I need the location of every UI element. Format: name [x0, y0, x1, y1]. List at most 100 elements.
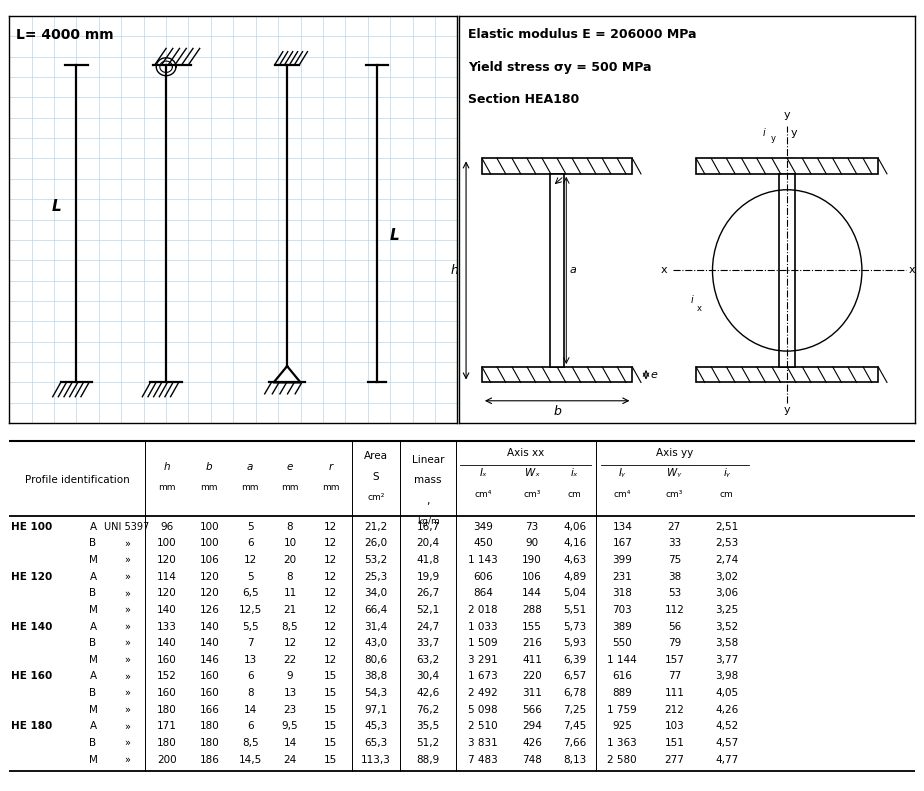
Text: 15: 15 [324, 672, 337, 681]
Text: 12: 12 [324, 622, 337, 631]
Text: 2 580: 2 580 [607, 755, 637, 765]
Text: e: e [286, 461, 293, 471]
Text: 3,06: 3,06 [715, 589, 738, 598]
Text: Wₓ: Wₓ [525, 468, 540, 479]
Text: 4,57: 4,57 [715, 738, 738, 748]
Text: 26,7: 26,7 [417, 589, 440, 598]
Text: 97,1: 97,1 [364, 705, 387, 715]
Text: »: » [124, 738, 130, 748]
Text: 6,39: 6,39 [563, 655, 587, 664]
Text: »: » [124, 539, 130, 548]
Text: i: i [690, 295, 693, 305]
Text: 7 483: 7 483 [468, 755, 498, 765]
Text: S: S [372, 472, 379, 482]
Text: 120: 120 [157, 555, 176, 565]
Text: 66,4: 66,4 [364, 605, 387, 615]
Text: 566: 566 [522, 705, 542, 715]
Text: 88,9: 88,9 [417, 755, 440, 765]
Text: »: » [124, 622, 130, 631]
Text: 14,5: 14,5 [238, 755, 261, 765]
Text: 2,74: 2,74 [715, 555, 738, 565]
Text: mm: mm [201, 483, 218, 492]
Text: 53: 53 [668, 589, 681, 598]
Text: »: » [124, 755, 130, 765]
Text: 2,53: 2,53 [715, 539, 738, 548]
Text: »: » [124, 655, 130, 664]
Text: 21: 21 [284, 605, 297, 615]
Text: 3,52: 3,52 [715, 622, 738, 631]
Text: 73: 73 [526, 522, 539, 532]
Text: 31,4: 31,4 [364, 622, 387, 631]
Text: 4,06: 4,06 [563, 522, 587, 532]
Text: 2,51: 2,51 [715, 522, 738, 532]
Text: Section HEA180: Section HEA180 [468, 93, 579, 106]
Text: 15: 15 [324, 721, 337, 732]
Text: 7,66: 7,66 [563, 738, 587, 748]
Text: 7,45: 7,45 [563, 721, 587, 732]
Text: 318: 318 [613, 589, 632, 598]
Text: 54,3: 54,3 [364, 688, 387, 698]
Text: 186: 186 [200, 755, 219, 765]
Text: 231: 231 [613, 572, 632, 581]
Text: Axis xx: Axis xx [507, 448, 544, 458]
Text: 16,7: 16,7 [417, 522, 440, 532]
Text: 4,26: 4,26 [715, 705, 738, 715]
Text: 6: 6 [247, 539, 253, 548]
Text: A: A [90, 672, 97, 681]
Text: 120: 120 [157, 589, 176, 598]
Text: 1 759: 1 759 [607, 705, 638, 715]
Text: 106: 106 [522, 572, 542, 581]
Text: 77: 77 [668, 672, 681, 681]
Text: 3,98: 3,98 [715, 672, 738, 681]
Text: B: B [90, 638, 97, 648]
Text: 38: 38 [668, 572, 681, 581]
Text: 12: 12 [324, 589, 337, 598]
Text: 5,04: 5,04 [563, 589, 587, 598]
Text: a: a [247, 461, 253, 471]
Text: 126: 126 [200, 605, 219, 615]
Text: 450: 450 [473, 539, 493, 548]
Text: 1 143: 1 143 [468, 555, 498, 565]
Text: 14: 14 [244, 705, 257, 715]
Polygon shape [696, 158, 879, 174]
Text: »: » [124, 555, 130, 565]
Text: cm⁴: cm⁴ [614, 490, 631, 498]
Text: Profile identification: Profile identification [25, 475, 129, 486]
Text: 4,63: 4,63 [563, 555, 587, 565]
Text: x: x [661, 266, 667, 275]
Text: 134: 134 [613, 522, 632, 532]
Text: M: M [89, 755, 97, 765]
Text: 13: 13 [244, 655, 257, 664]
Text: 6,5: 6,5 [242, 589, 259, 598]
Text: »: » [124, 605, 130, 615]
Text: 167: 167 [613, 539, 632, 548]
Text: 106: 106 [200, 555, 219, 565]
Text: 160: 160 [200, 688, 219, 698]
Text: 38,8: 38,8 [364, 672, 387, 681]
Text: 190: 190 [522, 555, 542, 565]
Text: HE 140: HE 140 [11, 622, 53, 631]
Text: 216: 216 [522, 638, 542, 648]
Text: »: » [124, 721, 130, 732]
Text: 26,0: 26,0 [364, 539, 387, 548]
Text: i: i [762, 128, 765, 138]
Text: HE 160: HE 160 [11, 672, 53, 681]
Text: 103: 103 [664, 721, 684, 732]
Text: 5,5: 5,5 [242, 622, 259, 631]
Text: 889: 889 [613, 688, 632, 698]
Text: 140: 140 [200, 638, 219, 648]
Text: 9,5: 9,5 [282, 721, 298, 732]
Text: 4,89: 4,89 [563, 572, 587, 581]
Text: 133: 133 [157, 622, 176, 631]
Text: ,: , [426, 496, 430, 506]
Text: 22: 22 [284, 655, 297, 664]
Text: iₓ: iₓ [571, 468, 578, 479]
Text: 53,2: 53,2 [364, 555, 387, 565]
Text: 10: 10 [284, 539, 297, 548]
Text: h: h [164, 461, 170, 471]
Text: 79: 79 [668, 638, 681, 648]
Text: 4,05: 4,05 [715, 688, 738, 698]
Text: 1 144: 1 144 [607, 655, 638, 664]
Text: 311: 311 [522, 688, 542, 698]
Text: 8: 8 [247, 688, 253, 698]
